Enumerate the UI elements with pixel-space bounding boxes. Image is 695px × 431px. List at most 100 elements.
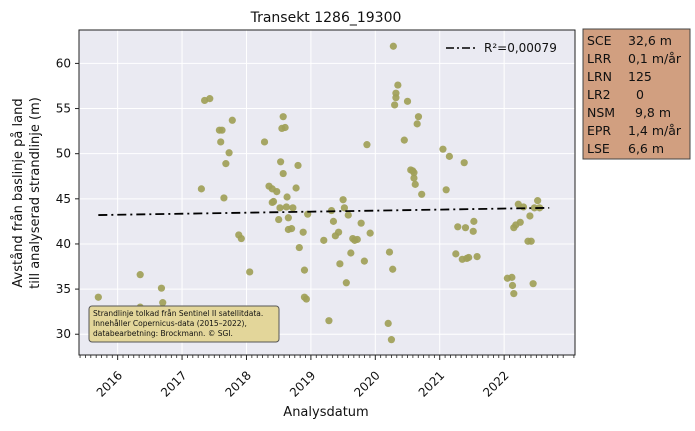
data-point — [339, 196, 347, 204]
data-point — [508, 273, 516, 281]
data-point — [460, 159, 468, 167]
data-point — [260, 138, 269, 146]
y-tick-label: 50 — [56, 147, 71, 161]
data-point — [284, 214, 292, 222]
data-point — [279, 169, 287, 178]
data-point — [385, 248, 394, 256]
data-point — [389, 42, 397, 50]
data-point — [387, 336, 396, 344]
y-axis-ticks: 30 35 40 45 50 55 60 — [56, 56, 79, 341]
data-point — [410, 174, 418, 182]
data-point — [508, 281, 517, 290]
data-point — [299, 228, 307, 236]
data-point — [529, 280, 537, 288]
x-tick-label: 2017 — [158, 368, 189, 399]
y-axis-label: Avstånd från baslinje på land till analy… — [11, 97, 43, 289]
chart-title: Transekt 1286_19300 — [250, 10, 402, 26]
data-point — [442, 186, 450, 194]
x-tick-label: 2019 — [287, 368, 318, 399]
stat-label-lrr: LRR — [587, 51, 612, 66]
data-point — [357, 219, 365, 227]
data-point — [403, 97, 412, 105]
stats-box — [582, 28, 691, 160]
data-point — [394, 81, 402, 89]
data-point — [283, 193, 291, 201]
data-point — [360, 257, 368, 265]
source-note-line-1: Strandlinje tolkad från Sentinel II sate… — [93, 309, 263, 318]
data-point — [461, 224, 470, 232]
data-point — [527, 237, 535, 245]
data-point — [411, 180, 419, 188]
data-point — [469, 227, 477, 235]
data-point — [363, 141, 371, 149]
data-point — [237, 234, 245, 243]
x-axis-ticks: 2016 2017 2018 2019 2020 2021 2022 — [79, 355, 575, 400]
data-point — [353, 235, 361, 244]
data-point — [300, 266, 309, 274]
stat-label-lrn: LRN — [587, 69, 612, 84]
data-point — [452, 250, 460, 258]
y-tick-label: 40 — [56, 237, 71, 251]
x-axis-label: Analysdatum — [283, 405, 368, 420]
stat-value-nsm: 9,8 m — [635, 105, 671, 120]
data-point — [276, 204, 284, 212]
data-point — [334, 228, 343, 236]
data-point — [366, 229, 374, 237]
legend-trend-label: R²=0,00079 — [484, 41, 557, 55]
data-point — [295, 243, 303, 252]
stats-panel: SCE 32,6 m LRR 0,1 m/år LRN 125 LR2 0 NS… — [582, 28, 691, 160]
y-tick-label: 45 — [56, 192, 71, 206]
x-tick-label: 2022 — [480, 368, 511, 399]
data-point — [292, 184, 300, 192]
data-point — [342, 279, 350, 287]
data-point — [414, 113, 423, 121]
stat-label-nsm: NSM — [587, 105, 615, 120]
stat-value-sce: 32,6 m — [628, 33, 672, 48]
data-point — [454, 223, 462, 231]
x-tick-label: 2018 — [223, 368, 254, 399]
stat-value-epr: 1,4 m/år — [628, 123, 682, 138]
data-point — [218, 126, 226, 134]
data-point — [282, 203, 291, 211]
data-point — [391, 101, 399, 109]
source-note-line-2: Innehåller Copernicus-data (2015–2022), — [93, 319, 247, 328]
source-note-box — [88, 305, 280, 343]
data-point — [465, 253, 473, 262]
stat-value-lse: 6,6 m — [628, 141, 664, 156]
data-point — [516, 218, 524, 226]
stat-label-lr2: LR2 — [587, 87, 611, 102]
stat-value-lrr: 0,1 m/år — [628, 51, 682, 66]
data-point — [294, 161, 302, 170]
data-point — [329, 217, 338, 225]
y-tick-label: 35 — [56, 282, 71, 296]
data-point — [336, 260, 344, 268]
data-point — [277, 158, 285, 166]
data-point — [220, 194, 228, 202]
data-point — [206, 95, 214, 103]
data-point — [347, 249, 355, 257]
stat-label-lse: LSE — [587, 141, 610, 156]
data-point — [94, 293, 102, 301]
source-note: Strandlinje tolkad från Sentinel II sate… — [88, 305, 280, 343]
stat-value-lr2: 0 — [636, 87, 644, 102]
data-point — [281, 123, 289, 132]
x-tick-label: 2020 — [351, 368, 382, 399]
data-point — [222, 160, 230, 168]
data-point — [340, 204, 348, 212]
data-point — [279, 113, 287, 121]
data-point — [287, 225, 296, 233]
data-point — [519, 203, 528, 211]
stat-label-sce: SCE — [587, 33, 612, 48]
data-point — [289, 204, 297, 212]
data-point — [413, 120, 421, 128]
source-note-line-3: databearbetning: Brockmann. © SGI. — [93, 329, 233, 338]
data-point — [473, 252, 481, 261]
data-point — [526, 212, 534, 220]
data-point — [510, 290, 518, 298]
data-point — [197, 185, 205, 193]
y-axis-label-line-1: Avstånd från baslinje på land — [11, 98, 26, 287]
data-point — [384, 319, 392, 328]
data-point — [275, 215, 283, 224]
trend-line — [98, 206, 550, 216]
x-tick-label: 2016 — [94, 368, 125, 399]
